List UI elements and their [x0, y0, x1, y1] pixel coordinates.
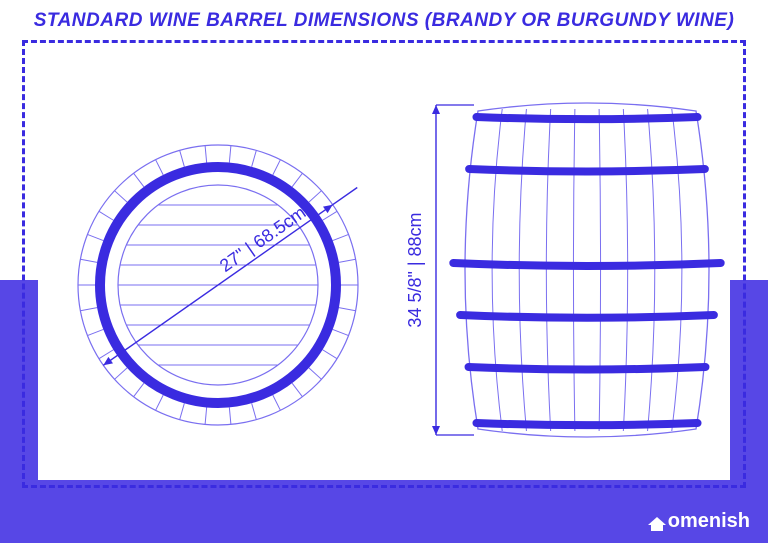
page-title: STANDARD WINE BARREL DIMENSIONS (BRANDY …	[0, 10, 768, 32]
brand-logo: omenish	[648, 510, 750, 533]
diagram-canvas: 27" | 68.5cm34 5/8" | 88cm	[38, 60, 730, 480]
logo-text: omenish	[668, 510, 750, 533]
house-icon	[648, 513, 666, 531]
diagram-svg: 27" | 68.5cm34 5/8" | 88cm	[38, 60, 730, 480]
height-label: 34 5/8" | 88cm	[405, 212, 425, 327]
